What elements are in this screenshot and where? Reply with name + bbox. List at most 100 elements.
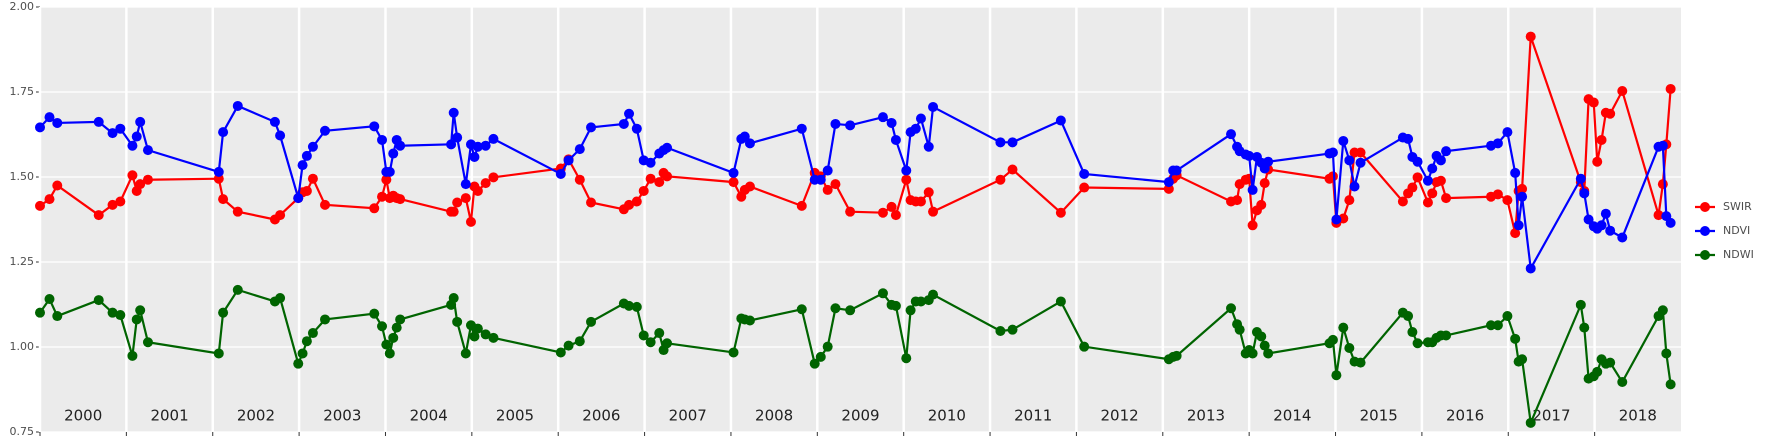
data-point <box>830 303 841 314</box>
data-point <box>377 321 388 332</box>
y-tick-label: 1.75 <box>10 85 35 98</box>
data-point <box>995 174 1006 185</box>
data-point <box>1226 303 1237 314</box>
data-point <box>1263 348 1274 359</box>
data-point <box>1513 220 1524 231</box>
data-point <box>1592 156 1603 167</box>
data-point <box>624 108 635 119</box>
data-point <box>320 125 331 136</box>
data-point <box>1007 137 1018 148</box>
data-point <box>1412 338 1423 349</box>
data-point <box>269 116 280 127</box>
data-point <box>307 173 318 184</box>
x-tick-label: 2011 <box>1014 407 1052 425</box>
data-point <box>448 107 459 118</box>
data-point <box>1517 354 1528 365</box>
data-point <box>662 171 673 182</box>
data-point <box>1355 157 1366 168</box>
data-point <box>624 199 635 210</box>
data-point <box>446 139 457 150</box>
data-point <box>1583 214 1594 225</box>
data-point <box>1605 108 1616 119</box>
data-point <box>127 350 138 361</box>
data-point <box>638 330 649 341</box>
data-point <box>232 206 243 217</box>
data-point <box>645 157 656 168</box>
data-point <box>369 203 380 214</box>
data-point <box>586 122 597 133</box>
data-point <box>563 155 574 166</box>
data-point <box>232 284 243 295</box>
data-point <box>744 138 755 149</box>
data-point <box>1596 134 1607 145</box>
data-point <box>1079 168 1090 179</box>
data-point <box>1355 147 1366 158</box>
data-point <box>1256 199 1267 210</box>
data-point <box>127 170 138 181</box>
y-tick-label: 1.25 <box>10 255 35 268</box>
y-tick-label: 0.75 <box>10 425 35 438</box>
data-point <box>107 128 118 139</box>
data-point <box>574 336 585 347</box>
data-point <box>1397 196 1408 207</box>
data-point <box>1327 171 1338 182</box>
x-tick-label: 2014 <box>1273 407 1311 425</box>
data-point <box>1492 189 1503 200</box>
data-point <box>586 316 597 327</box>
data-point <box>901 353 912 364</box>
data-point <box>1403 311 1414 322</box>
x-tick-label: 2017 <box>1532 407 1570 425</box>
data-point <box>1327 334 1338 345</box>
data-point <box>301 185 312 196</box>
data-point <box>1055 296 1066 307</box>
data-point <box>886 117 897 128</box>
data-point <box>1575 173 1586 184</box>
data-point <box>877 112 888 123</box>
data-point <box>1247 184 1258 195</box>
data-point <box>388 148 399 159</box>
data-point <box>1510 333 1521 344</box>
data-point <box>218 194 229 205</box>
data-point <box>460 179 471 190</box>
data-point <box>1403 133 1414 144</box>
data-point <box>654 328 665 339</box>
data-point <box>448 293 459 304</box>
data-point <box>1492 320 1503 331</box>
data-point <box>1331 370 1342 381</box>
data-point <box>218 307 229 318</box>
data-point <box>1657 140 1668 151</box>
data-point <box>1657 179 1668 190</box>
data-point <box>369 121 380 132</box>
data-point <box>886 201 897 212</box>
data-point <box>1344 343 1355 354</box>
data-point <box>1007 324 1018 335</box>
data-point <box>1247 220 1258 231</box>
data-point <box>1517 191 1528 202</box>
data-point <box>1171 165 1182 176</box>
data-point <box>307 328 318 339</box>
data-point <box>142 174 153 185</box>
x-tick-label: 2008 <box>755 407 793 425</box>
data-point <box>923 141 934 152</box>
data-point <box>488 133 499 144</box>
data-point <box>1592 366 1603 377</box>
data-point <box>728 347 739 358</box>
data-point <box>1412 156 1423 167</box>
data-point <box>845 206 856 217</box>
data-point <box>93 210 104 221</box>
data-point <box>928 206 939 217</box>
data-point <box>135 305 146 316</box>
data-point <box>218 127 229 138</box>
data-point <box>915 296 926 307</box>
data-point <box>645 173 656 184</box>
data-point <box>469 151 480 162</box>
data-point <box>320 199 331 210</box>
data-point <box>35 307 45 318</box>
data-point <box>131 131 142 142</box>
data-point <box>142 337 153 348</box>
data-point <box>1338 135 1349 146</box>
data-point <box>131 314 142 325</box>
data-point <box>275 130 286 141</box>
data-point <box>488 332 499 343</box>
